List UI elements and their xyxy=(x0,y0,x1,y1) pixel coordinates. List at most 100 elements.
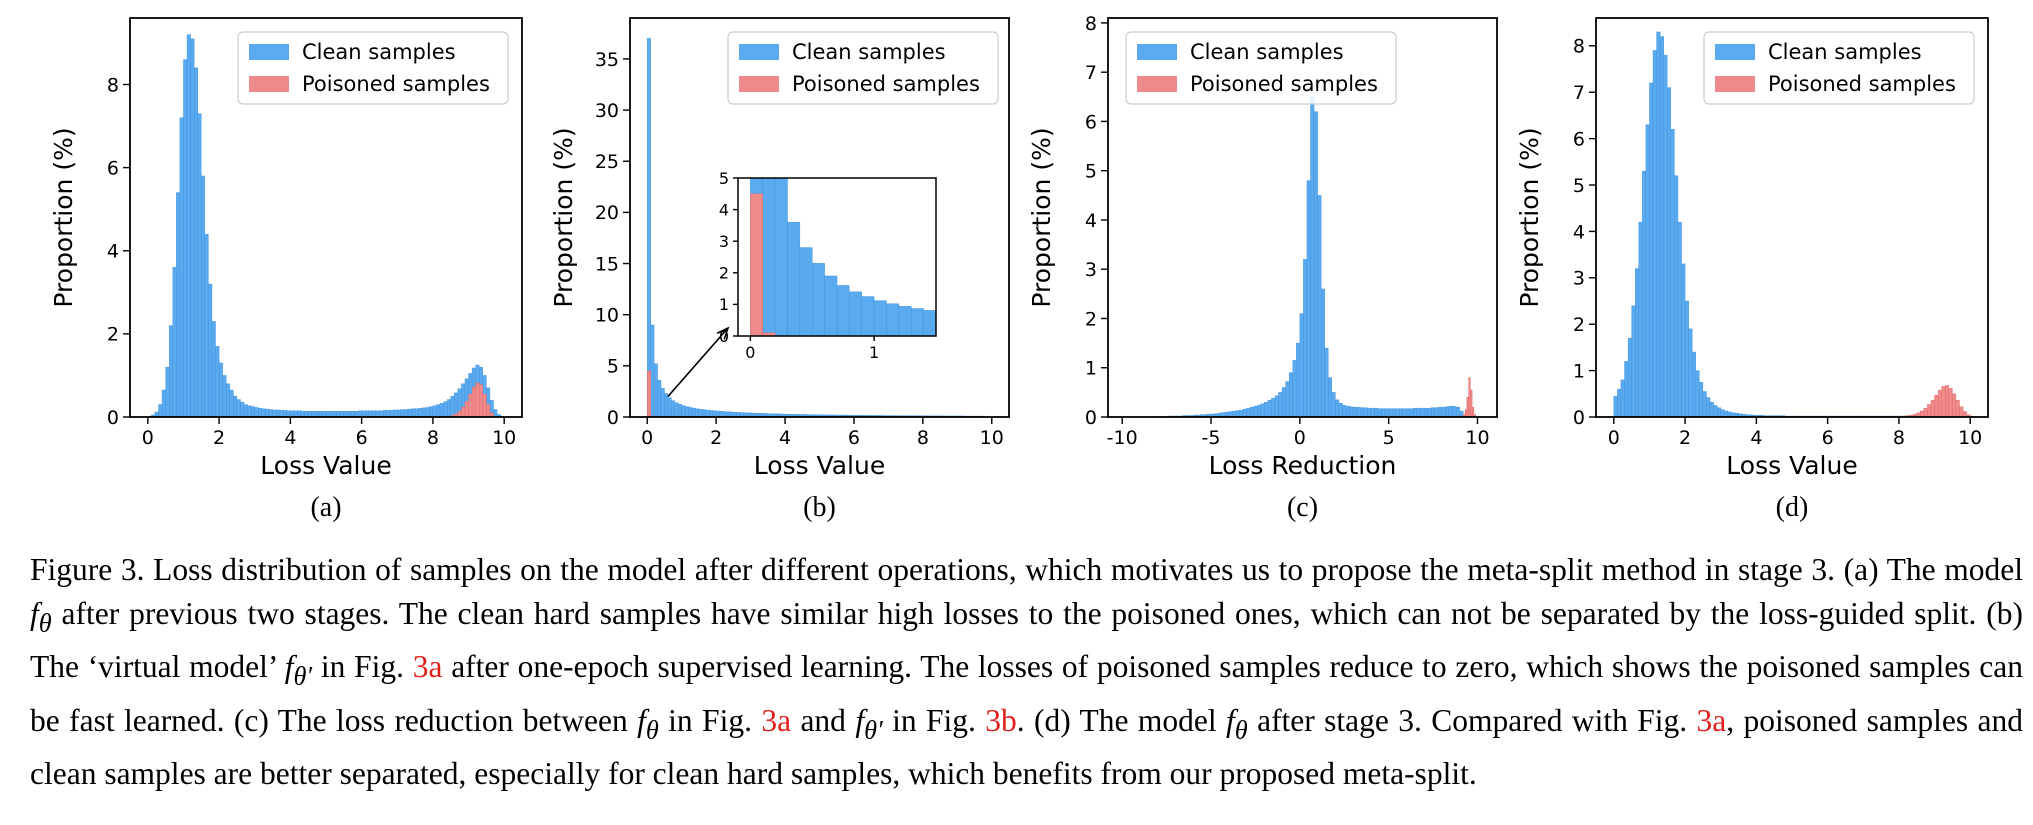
clean-bar xyxy=(357,410,362,418)
y-tick-label: 4 xyxy=(1573,221,1585,243)
poisoned-bar xyxy=(1948,388,1953,418)
clean-bar xyxy=(1613,395,1618,418)
y-tick-label: 2 xyxy=(1085,308,1097,330)
inset-clean-bar xyxy=(923,310,937,337)
clean-bar xyxy=(1349,406,1354,418)
clean-bar xyxy=(1239,409,1244,418)
caption-text: in Fig. xyxy=(882,702,986,738)
poisoned-bar xyxy=(1934,394,1939,418)
figure-ref-link[interactable]: 3a xyxy=(1696,702,1727,738)
clean-bar xyxy=(1345,405,1350,418)
figure-ref-link[interactable]: 3b xyxy=(985,702,1017,738)
legend-frame xyxy=(237,31,509,105)
clean-bar xyxy=(297,410,302,418)
clean-bar xyxy=(1310,96,1315,418)
clean-bar xyxy=(684,406,689,418)
caption-math: fθ′ xyxy=(284,649,313,691)
clean-bar xyxy=(1445,406,1450,418)
caption-text: after stage 3. Compared with Fig. xyxy=(1247,702,1697,738)
legend-swatch-poisoned xyxy=(249,76,289,92)
figure-ref-link[interactable]: 3a xyxy=(761,702,792,738)
clean-bar xyxy=(365,410,369,418)
y-axis-label: Proportion (%) xyxy=(49,127,78,307)
legend-swatch-clean xyxy=(249,44,289,60)
clean-bar xyxy=(678,404,682,418)
clean-bar xyxy=(1299,313,1304,418)
y-tick-label: 4 xyxy=(1085,210,1097,232)
y-tick-label: 8 xyxy=(1085,13,1097,35)
y-tick-label: 2 xyxy=(1573,314,1585,336)
y-tick-label: 0 xyxy=(1085,407,1097,429)
figure-ref-link[interactable]: 3a xyxy=(412,649,443,685)
clean-bar xyxy=(1448,405,1453,418)
poisoned-bar xyxy=(1468,377,1471,418)
clean-bar xyxy=(1638,221,1643,418)
inset-clean-bar xyxy=(824,275,838,337)
clean-bar xyxy=(1720,409,1725,418)
x-axis-label: Loss Value xyxy=(754,451,885,480)
x-tick-label: 8 xyxy=(427,427,439,449)
y-tick-label: 2 xyxy=(719,264,729,283)
clean-bar xyxy=(439,403,444,418)
clean-bar xyxy=(443,401,448,418)
clean-bar xyxy=(1342,404,1347,418)
inset-clean-bar xyxy=(787,222,801,337)
clean-bar xyxy=(1235,410,1240,418)
clean-bar xyxy=(432,405,437,418)
clean-bar xyxy=(1413,407,1418,418)
clean-bar xyxy=(290,410,295,418)
inset-frame xyxy=(737,177,937,337)
clean-bar xyxy=(1688,328,1693,418)
poisoned-bar xyxy=(1959,406,1964,418)
clean-bar xyxy=(279,410,284,418)
clean-bar xyxy=(1634,268,1639,418)
x-tick-label: 4 xyxy=(1750,427,1762,449)
clean-bar xyxy=(1438,406,1443,418)
clean-bar xyxy=(247,405,252,418)
clean-bar xyxy=(250,406,255,418)
inset-clean-bar xyxy=(861,296,875,337)
clean-bar xyxy=(161,389,166,418)
clean-bar xyxy=(168,325,173,418)
subfigure-label: (b) xyxy=(803,492,836,523)
y-tick-label: 5 xyxy=(1085,161,1097,183)
clean-bar xyxy=(688,407,693,418)
poisoned-bar xyxy=(461,406,466,418)
clean-bar xyxy=(1663,54,1668,418)
clean-bar xyxy=(368,410,373,418)
legend-label-poisoned: Poisoned samples xyxy=(302,72,490,96)
poisoned-bar xyxy=(475,382,480,418)
clean-bar xyxy=(226,383,230,418)
y-tick-label: 15 xyxy=(595,253,619,275)
legend-swatch-clean xyxy=(1137,44,1177,60)
clean-bar xyxy=(1434,407,1439,418)
y-tick-label: 8 xyxy=(1573,36,1585,58)
clean-bar xyxy=(1724,410,1729,418)
clean-bar xyxy=(1656,31,1661,418)
clean-bar xyxy=(1406,408,1411,418)
clean-bar xyxy=(190,38,195,418)
clean-bar xyxy=(653,363,658,418)
clean-bar xyxy=(1274,395,1279,418)
clean-bar xyxy=(1416,407,1421,418)
clean-bar xyxy=(1617,388,1622,418)
clean-bar xyxy=(674,402,679,418)
subfigure-label: (d) xyxy=(1776,492,1809,523)
inset-clean-bar xyxy=(799,247,813,337)
clean-bar xyxy=(695,408,700,418)
poisoned-bar xyxy=(479,384,483,418)
x-axis-label: Loss Value xyxy=(260,451,391,480)
clean-bar xyxy=(1423,407,1428,418)
clean-bar xyxy=(265,408,270,418)
clean-bar xyxy=(1674,175,1679,418)
clean-bar xyxy=(1377,408,1382,418)
inset-clean-bar xyxy=(873,300,887,337)
poisoned-bar xyxy=(482,393,487,418)
clean-bar xyxy=(1317,195,1322,418)
clean-bar xyxy=(429,406,434,418)
clean-bar xyxy=(1695,370,1700,418)
clean-bar xyxy=(691,407,696,418)
clean-bar xyxy=(1713,405,1718,418)
clean-bar xyxy=(1455,406,1460,418)
